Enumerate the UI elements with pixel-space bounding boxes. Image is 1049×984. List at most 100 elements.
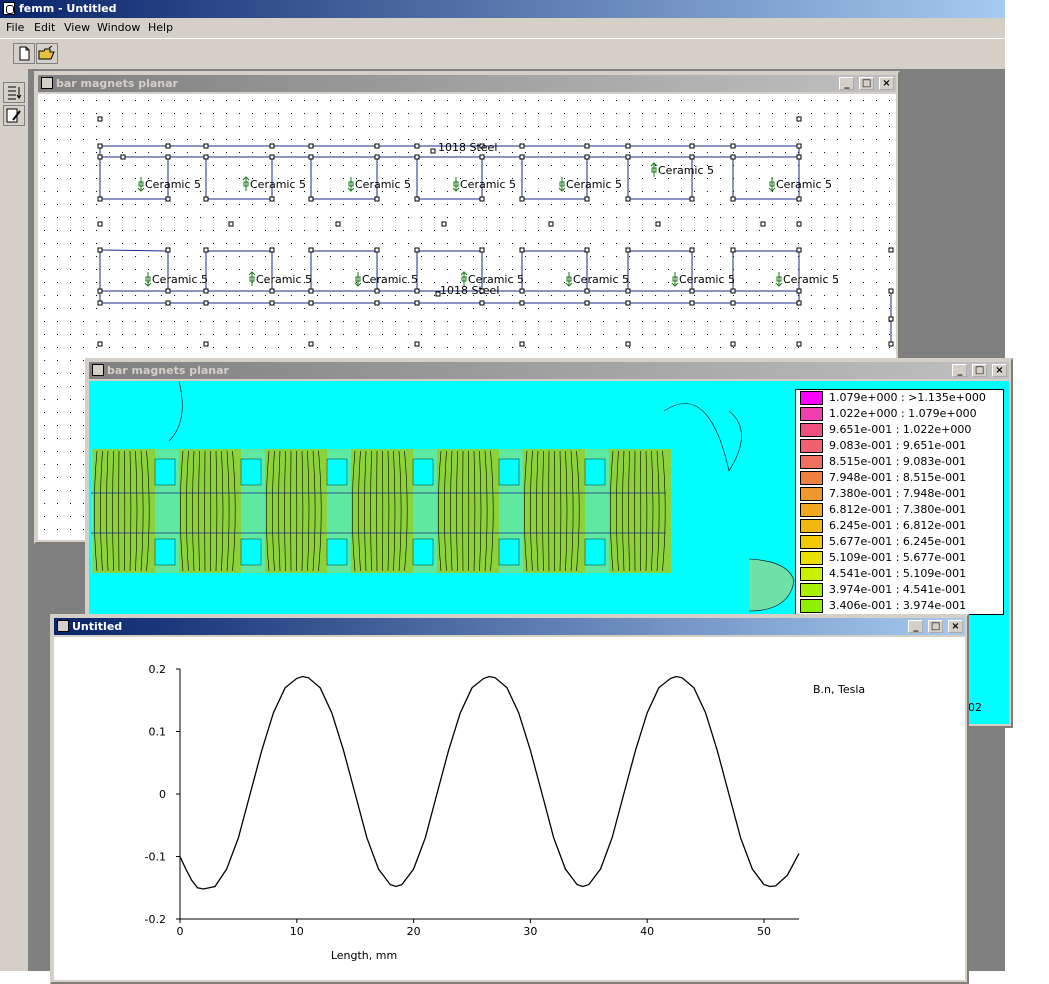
air-gap-top bbox=[585, 459, 605, 485]
geometry-node bbox=[431, 149, 435, 153]
new-file-button[interactable] bbox=[13, 43, 35, 64]
geometry-node bbox=[731, 248, 735, 252]
geometry-node bbox=[520, 144, 524, 148]
legend-label: 3.406e-001 : 3.974e-001 bbox=[829, 599, 966, 612]
preprocessor-title-bar[interactable]: bar magnets planar _ □ × bbox=[38, 75, 896, 92]
geometry-node bbox=[309, 248, 313, 252]
postprocessor-title-bar[interactable]: bar magnets planar _ □ × bbox=[89, 362, 1009, 379]
legend-row: 9.083e-001 : 9.651e-001 bbox=[796, 438, 1003, 454]
legend-label: 5.109e-001 : 5.677e-001 bbox=[829, 551, 966, 564]
legend-swatch bbox=[800, 599, 823, 613]
maximize-button[interactable]: □ bbox=[928, 620, 943, 633]
geometry-node bbox=[731, 289, 735, 293]
geometry-node bbox=[549, 222, 553, 226]
geometry-node bbox=[585, 289, 589, 293]
x-tick-label: 20 bbox=[407, 925, 421, 938]
legend-label: 9.651e-001 : 1.022e+000 bbox=[829, 423, 971, 436]
top-magnet-label: Ceramic 5 bbox=[460, 178, 516, 191]
preprocessor-title: bar magnets planar bbox=[56, 75, 178, 92]
bottom-magnet-label: Ceramic 5 bbox=[362, 273, 418, 286]
legend-label: 5.677e-001 : 6.245e-001 bbox=[829, 535, 966, 548]
geometry-node bbox=[797, 197, 801, 201]
plot-title-bar[interactable]: Untitled _ □ × bbox=[54, 618, 965, 635]
legend-label: 7.380e-001 : 7.948e-001 bbox=[829, 487, 966, 500]
geometry-node bbox=[585, 248, 589, 252]
geometry-node bbox=[166, 144, 170, 148]
legend-row: 5.109e-001 : 5.677e-001 bbox=[796, 550, 1003, 566]
air-gap-top bbox=[413, 459, 433, 485]
app-title-bar[interactable]: femm - Untitled bbox=[0, 0, 1005, 18]
top-magnet-label: Ceramic 5 bbox=[566, 178, 622, 191]
geometry-node bbox=[889, 289, 893, 293]
legend-row: 1.022e+000 : 1.079e+000 bbox=[796, 406, 1003, 422]
close-button[interactable]: × bbox=[948, 620, 963, 633]
geometry-node bbox=[626, 197, 630, 201]
geometry-node bbox=[98, 289, 102, 293]
geometry-node bbox=[797, 222, 801, 226]
edit-button[interactable] bbox=[3, 105, 25, 126]
geometry-node bbox=[690, 155, 694, 159]
menu-window[interactable]: Window bbox=[97, 21, 140, 34]
geometry-node bbox=[270, 248, 274, 252]
geometry-node bbox=[309, 144, 313, 148]
geometry-node bbox=[626, 144, 630, 148]
geometry-node bbox=[204, 289, 208, 293]
geometry-node bbox=[204, 197, 208, 201]
geometry-node bbox=[797, 301, 801, 305]
menu-file[interactable]: File bbox=[6, 21, 24, 34]
x-tick-label: 0 bbox=[177, 925, 184, 938]
geometry-node bbox=[98, 222, 102, 226]
geometry-node bbox=[442, 222, 446, 226]
geometry-node bbox=[520, 342, 524, 346]
geometry-node bbox=[336, 222, 340, 226]
legend-swatch bbox=[800, 407, 823, 421]
bottom-magnet-label: Ceramic 5 bbox=[573, 273, 629, 286]
magnet-region bbox=[265, 449, 327, 573]
menu-bar: File Edit View Window Help bbox=[0, 18, 1005, 38]
maximize-button[interactable]: □ bbox=[972, 364, 987, 377]
top-magnet-label: Ceramic 5 bbox=[776, 178, 832, 191]
minimize-button[interactable]: _ bbox=[952, 364, 967, 377]
geometry-node bbox=[375, 301, 379, 305]
maximize-button[interactable]: □ bbox=[859, 77, 874, 90]
geometry-node bbox=[98, 117, 102, 121]
close-button[interactable]: × bbox=[879, 77, 894, 90]
menu-help[interactable]: Help bbox=[148, 21, 173, 34]
geometry-node bbox=[797, 117, 801, 121]
legend-label: 6.245e-001 : 6.812e-001 bbox=[829, 519, 966, 532]
geometry-node bbox=[415, 248, 419, 252]
femm-app-icon[interactable] bbox=[3, 2, 15, 15]
minimize-button[interactable]: _ bbox=[839, 77, 854, 90]
air-gap-bottom bbox=[585, 539, 605, 565]
input-button[interactable] bbox=[3, 82, 25, 103]
geometry-node bbox=[415, 144, 419, 148]
geometry-node bbox=[585, 197, 589, 201]
geometry-node bbox=[375, 155, 379, 159]
geometry-node bbox=[690, 197, 694, 201]
legend-label: 9.083e-001 : 9.651e-001 bbox=[829, 439, 966, 452]
plot-title: Untitled bbox=[72, 618, 122, 635]
legend-swatch bbox=[800, 551, 823, 565]
legend-label: 4.541e-001 : 5.109e-001 bbox=[829, 567, 966, 580]
menu-view[interactable]: View bbox=[64, 21, 90, 34]
geometry-node bbox=[309, 289, 313, 293]
postprocessor-window-icon bbox=[92, 364, 104, 376]
geometry-node bbox=[270, 144, 274, 148]
magnet-region bbox=[93, 449, 155, 573]
menu-edit[interactable]: Edit bbox=[34, 21, 55, 34]
open-file-button[interactable] bbox=[36, 43, 58, 64]
minimize-button[interactable]: _ bbox=[908, 620, 923, 633]
legend-row: 1.079e+000 : >1.135e+000 bbox=[796, 390, 1003, 406]
geometry-node bbox=[166, 248, 170, 252]
geometry-node bbox=[415, 289, 419, 293]
legend-row: 7.948e-001 : 8.515e-001 bbox=[796, 470, 1003, 486]
geometry-node bbox=[731, 155, 735, 159]
close-button[interactable]: × bbox=[992, 364, 1007, 377]
geometry-node bbox=[121, 155, 125, 159]
geometry-node bbox=[656, 222, 660, 226]
magnet-region bbox=[351, 449, 413, 573]
geometry-node bbox=[309, 155, 313, 159]
x-tick-label: 50 bbox=[757, 925, 771, 938]
